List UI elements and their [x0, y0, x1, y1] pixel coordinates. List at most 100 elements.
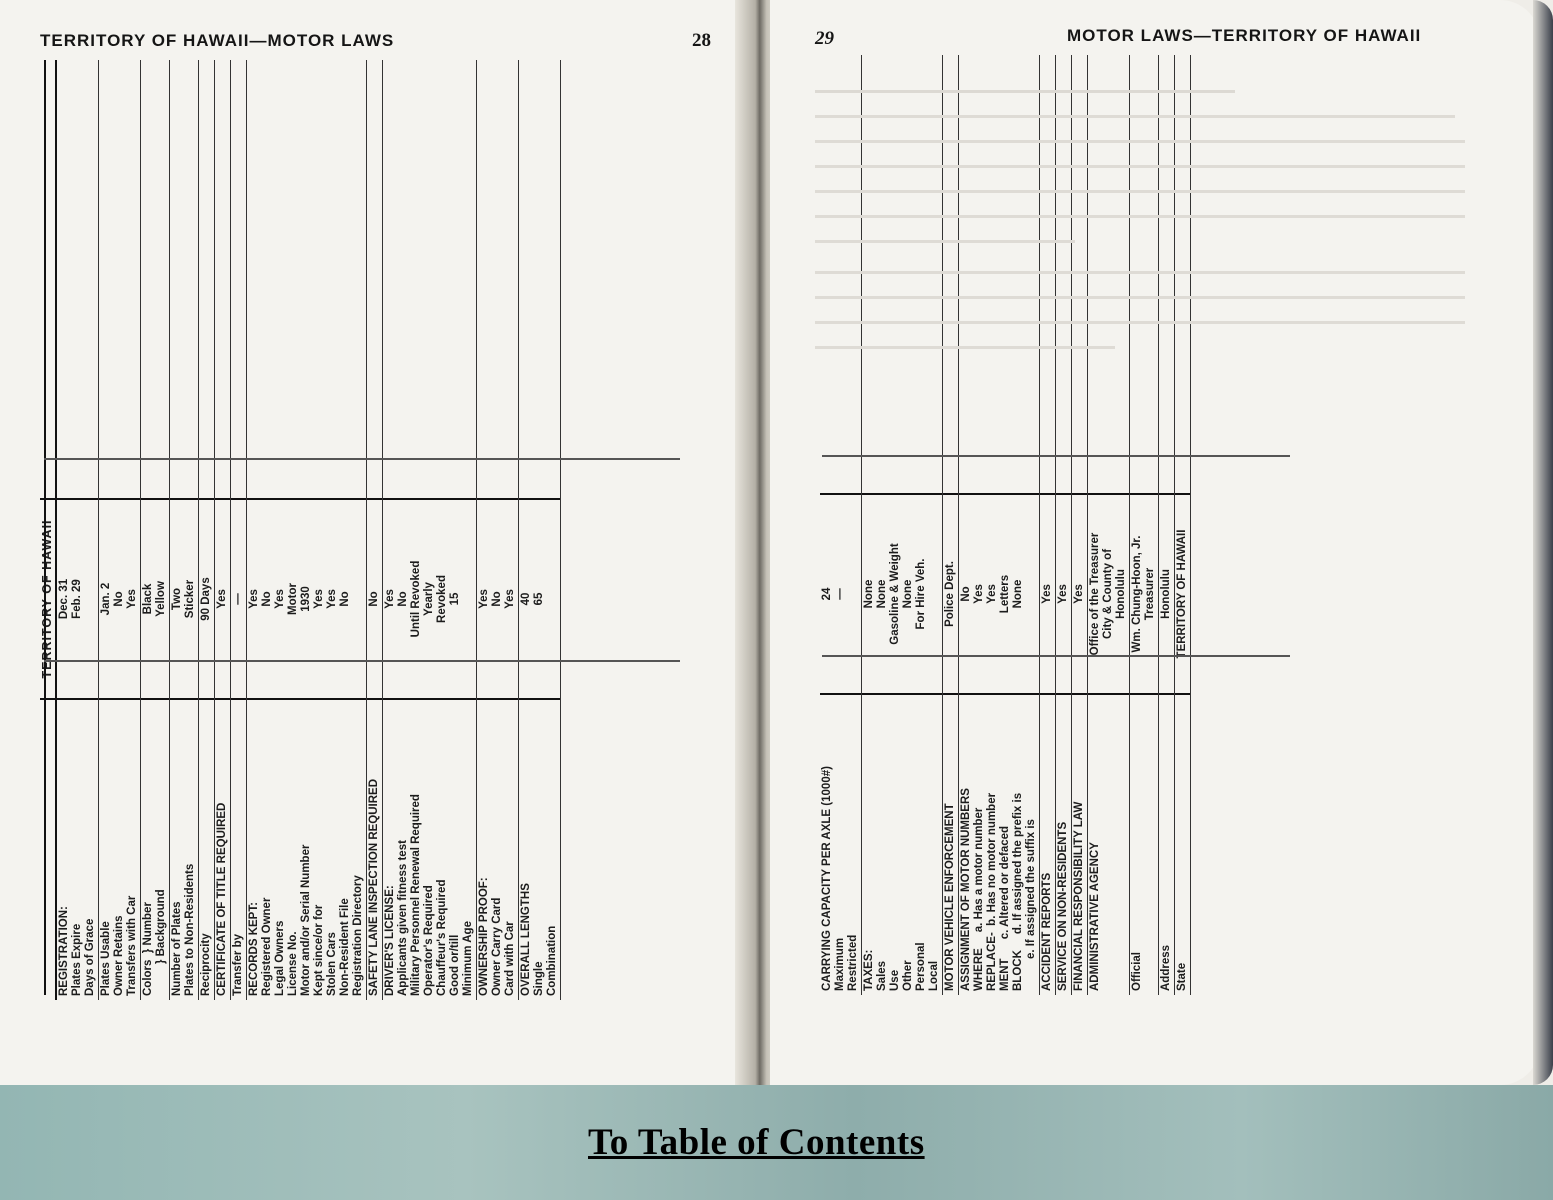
row-label: CARRYING CAPACITY Per Axle (1000#) Maximu… [820, 695, 861, 995]
left-data-table: TERRITORY OF HAWAII REGISTRATION: Plates E… [40, 60, 680, 1000]
row-sublabel: Use [889, 969, 901, 991]
row-label: Official [1130, 695, 1158, 995]
row-value: Wm. Chung-Hoon, Jr. Treasurer [1130, 495, 1158, 695]
row-label: SAFETY LANE INSPECTION REQUIRED [367, 700, 382, 1000]
value-line: No [261, 591, 273, 607]
column-header: TERRITORY OF HAWAII [40, 500, 55, 700]
value-line: No [397, 591, 409, 607]
value-line: Honolulu [1115, 569, 1127, 619]
row-label: ADMINISTRATIVE AGENCY [1088, 695, 1129, 995]
value-line: No [113, 591, 125, 607]
row-heading: MOTOR VEHICLE ENFORCEMENT [944, 803, 956, 991]
blank-column [519, 60, 560, 500]
blank-column [215, 60, 230, 500]
value-line: Yes [1041, 584, 1053, 604]
row-sublabel: e. If assigned the suffix is [1025, 819, 1037, 991]
value-line: None [1012, 579, 1024, 609]
row-sublabel: Official [1131, 952, 1143, 991]
value-line: Yes [326, 589, 338, 609]
value-line: Yes [313, 589, 325, 609]
blank-column [141, 60, 169, 500]
row-label: OVERALL LENGTHS Single Combination [519, 700, 560, 1000]
blank-column [99, 60, 140, 500]
row-sublabel: MENT c. Altered or defaced [999, 825, 1011, 991]
row-label: Colors } Number } Background [141, 700, 169, 1000]
row-sublabel: Motor and/or Serial Number [300, 844, 312, 996]
right-page-number: 29 [815, 28, 834, 49]
row-label: SERVICE ON NON-RESIDENTS [1056, 695, 1071, 995]
bleed-through-text [815, 90, 1480, 371]
blank-column [477, 60, 518, 500]
row-sublabel: Operator's Required [423, 885, 435, 996]
row-sublabel: Owner Retains [113, 915, 125, 996]
row-sublabel: Address [1160, 944, 1172, 991]
table-row: Number of Plates Plates to Non-Residents T… [170, 60, 199, 1000]
value-line: Yes [1073, 584, 1085, 604]
table-header-row: TERRITORY OF HAWAII [40, 60, 57, 1000]
value-line: Police Dept. [944, 561, 956, 627]
value-line: No [368, 591, 380, 607]
value-line: Jan. 2 [100, 582, 112, 616]
row-heading: ADMINISTRATIVE AGENCY [1089, 842, 1101, 991]
value-line: Honolulu [1160, 569, 1172, 619]
book-cover-edge [1533, 0, 1553, 1085]
row-value: TERRITORY OF HAWAII [1175, 495, 1190, 695]
row-heading: DRIVER'S LICENSE: [384, 885, 396, 996]
row-sublabel: Registered Owner [261, 897, 273, 996]
row-sublabel: Plates to Non-Residents [184, 863, 196, 996]
row-sublabel: Personal [915, 942, 927, 991]
row-sublabel: Sales [876, 960, 888, 991]
row-value: No Yes Yes Letters None [959, 495, 1039, 695]
table-row: DRIVER'S LICENSE: Applicants given fitnes… [383, 60, 477, 1000]
row-sublabel: Number of Plates [171, 901, 183, 996]
table-of-contents-link[interactable]: To Table of Contents [588, 1122, 925, 1163]
table-row: CERTIFICATE OF TITLE REQUIRED Yes [215, 60, 231, 1000]
row-sublabel: Registration Directory [352, 875, 364, 996]
row-value: Yes No Yes Motor 1930 Yes Yes No [247, 500, 366, 700]
value-line: Two [171, 587, 183, 611]
row-sublabel: Maximum [834, 937, 846, 991]
row-heading: CERTIFICATE OF TITLE REQUIRED [216, 802, 228, 996]
row-value: Honolulu [1159, 495, 1174, 695]
blank-column [40, 60, 55, 500]
blank-column [57, 60, 98, 500]
row-sublabel: Stolen Cars [326, 932, 338, 996]
value-line: Yes [126, 589, 138, 609]
row-value: No [367, 500, 382, 700]
value-line: None [902, 579, 914, 609]
right-page: 29 MOTOR LAWS—TERRITORY OF HAWAII CARRYI… [770, 0, 1540, 1085]
row-label: OWNERSHIP PROOF: Owner Carry Card Card wit… [477, 700, 518, 1000]
table-row: SAFETY LANE INSPECTION REQUIRED No [367, 60, 383, 1000]
row-sublabel: WHERE a. Has a motor number [973, 807, 985, 991]
row-heading: TAXES: [863, 949, 875, 991]
row-value: 90 Days [199, 500, 214, 700]
row-label: MOTOR VEHICLE ENFORCEMENT [943, 695, 958, 995]
table-row: OWNERSHIP PROOF: Owner Carry Card Card wit… [477, 60, 519, 1000]
row-sublabel: Transfers with Car [126, 895, 138, 996]
row-sublabel: Other [902, 960, 914, 991]
row-value: Black Yellow [141, 500, 169, 700]
row-value: Yes [1072, 495, 1087, 695]
value-line: No [491, 591, 503, 607]
value-line: Sticker [184, 579, 196, 619]
value-line: Yes [384, 589, 396, 609]
row-label: Plates Usable Owner Retains Transfers with… [99, 700, 140, 1000]
value-line: Revoked [436, 575, 448, 623]
row-value: Two Sticker [170, 500, 198, 700]
blank-column [367, 60, 382, 500]
row-label: Address [1159, 695, 1174, 995]
value-line: Yes [478, 589, 490, 609]
value-line: Yes [248, 589, 260, 609]
blank-column [231, 60, 246, 500]
value-line: 65 [533, 592, 545, 606]
value-line: Yearly [423, 582, 435, 616]
row-sublabel: Non-Resident File [339, 898, 351, 996]
row-value: Yes [215, 500, 230, 700]
value-line: Yes [216, 589, 228, 609]
row-heading: ASSIGNMENT OF MOTOR NUMBERS [960, 788, 972, 991]
row-heading: CARRYING CAPACITY Per Axle (1000#) [821, 766, 833, 991]
row-value: Yes [1056, 495, 1071, 695]
value-line: Treasurer [1144, 567, 1156, 621]
table-border [44, 60, 46, 995]
row-label: Transfer by [231, 700, 246, 1000]
